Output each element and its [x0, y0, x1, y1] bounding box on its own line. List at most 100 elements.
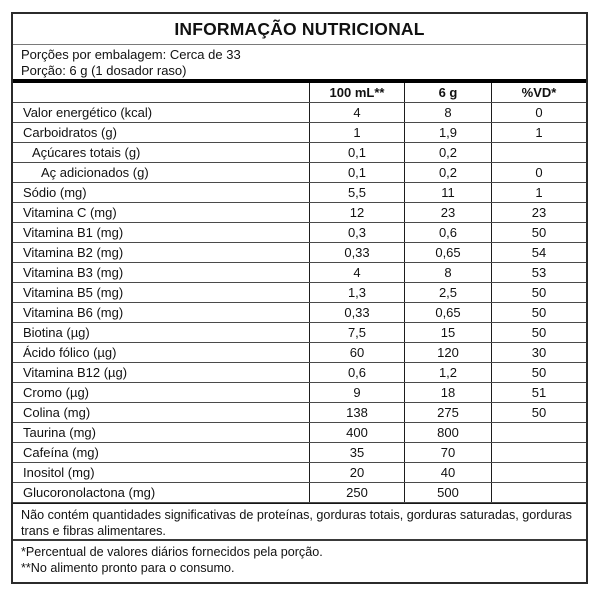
nutrient-name: Valor energético (kcal)	[23, 105, 153, 120]
value-6g: 120	[404, 343, 491, 362]
value-vd: 1	[491, 183, 586, 202]
nutrient-row: Vitamina B6 (mg) 0,33 0,65 50	[13, 303, 586, 323]
value-6g: 0,6	[404, 223, 491, 242]
nutrient-row: Carboidratos (g) 1 1,9 1	[13, 123, 586, 143]
nutrient-row: Vitamina B2 (mg) 0,33 0,65 54	[13, 243, 586, 263]
nutrient-name: Vitamina B2 (mg)	[23, 245, 124, 260]
value-vd: 0	[491, 103, 586, 122]
value-6g: 0,65	[404, 243, 491, 262]
thick-divider	[13, 79, 586, 83]
value-100ml: 0,1	[309, 143, 404, 162]
footnote-daily-values: *Percentual de valores diários fornecido…	[21, 545, 323, 559]
value-vd: 30	[491, 343, 586, 362]
nutrient-row: Cromo (µg) 9 18 51	[13, 383, 586, 403]
nutrient-name: Aç adicionados (g)	[41, 165, 149, 180]
nutrient-name: Glucoronolactona (mg)	[23, 485, 156, 500]
nutrition-label: INFORMAÇÃO NUTRICIONAL Porções por embal…	[11, 12, 588, 584]
value-6g: 40	[404, 463, 491, 482]
nutrient-name: Colina (mg)	[23, 405, 91, 420]
value-100ml: 9	[309, 383, 404, 402]
value-6g: 23	[404, 203, 491, 222]
value-6g: 500	[404, 483, 491, 502]
nutrient-row: Glucoronolactona (mg) 250 500	[13, 483, 586, 503]
value-6g: 15	[404, 323, 491, 342]
value-vd: 50	[491, 303, 586, 322]
value-6g: 0,65	[404, 303, 491, 322]
value-100ml: 0,1	[309, 163, 404, 182]
nutrient-row: Vitamina B12 (µg) 0,6 1,2 50	[13, 363, 586, 383]
nutrient-row: Vitamina B1 (mg) 0,3 0,6 50	[13, 223, 586, 243]
value-6g: 8	[404, 263, 491, 282]
value-vd	[491, 423, 586, 442]
no-significant-amounts-note: Não contém quantidades significativas de…	[13, 504, 586, 541]
nutrient-name: Vitamina B12 (µg)	[23, 365, 128, 380]
value-100ml: 0,3	[309, 223, 404, 242]
value-vd: 50	[491, 403, 586, 422]
value-vd: 50	[491, 363, 586, 382]
nutrient-row: Valor energético (kcal) 4 8 0	[13, 103, 586, 123]
nutrient-name: Vitamina B1 (mg)	[23, 225, 124, 240]
value-6g: 8	[404, 103, 491, 122]
column-header-nutrient	[13, 83, 309, 102]
value-6g: 70	[404, 443, 491, 462]
table-header-row: 100 mL** 6 g %VD*	[13, 83, 586, 103]
value-6g: 275	[404, 403, 491, 422]
nutrient-row: Colina (mg) 138 275 50	[13, 403, 586, 423]
value-100ml: 60	[309, 343, 404, 362]
nutrient-name: Sódio (mg)	[23, 185, 87, 200]
value-100ml: 1,3	[309, 283, 404, 302]
value-vd	[491, 463, 586, 482]
value-6g: 1,9	[404, 123, 491, 142]
column-header-vd: %VD*	[491, 83, 586, 102]
value-vd	[491, 483, 586, 502]
value-100ml: 12	[309, 203, 404, 222]
nutrient-row: Vitamina C (mg) 12 23 23	[13, 203, 586, 223]
nutrient-name: Biotina (µg)	[23, 325, 90, 340]
value-100ml: 0,33	[309, 243, 404, 262]
value-vd: 51	[491, 383, 586, 402]
value-vd: 53	[491, 263, 586, 282]
value-6g: 800	[404, 423, 491, 442]
nutrient-row: Aç adicionados (g) 0,1 0,2 0	[13, 163, 586, 183]
nutrient-row: Vitamina B3 (mg) 4 8 53	[13, 263, 586, 283]
value-vd	[491, 443, 586, 462]
nutrient-name: Carboidratos (g)	[23, 125, 117, 140]
value-100ml: 1	[309, 123, 404, 142]
nutrient-name: Inositol (mg)	[23, 465, 95, 480]
column-header-6g: 6 g	[404, 83, 491, 102]
servings-per-package: Porções por embalagem: Cerca de 33	[21, 47, 241, 62]
value-100ml: 250	[309, 483, 404, 502]
value-vd	[491, 143, 586, 162]
footnote-ready-to-consume: **No alimento pronto para o consumo.	[21, 560, 235, 575]
nutrient-name: Açúcares totais (g)	[32, 145, 141, 160]
nutrient-name: Cafeína (mg)	[23, 445, 99, 460]
nutrient-name: Vitamina B6 (mg)	[23, 305, 124, 320]
serving-size: Porção: 6 g (1 dosador raso)	[21, 63, 187, 78]
nutrient-name: Vitamina C (mg)	[23, 205, 117, 220]
value-100ml: 7,5	[309, 323, 404, 342]
label-title: INFORMAÇÃO NUTRICIONAL	[13, 14, 586, 45]
value-6g: 11	[404, 183, 491, 202]
value-vd: 0	[491, 163, 586, 182]
nutrient-row: Cafeína (mg) 35 70	[13, 443, 586, 463]
nutrient-row: Biotina (µg) 7,5 15 50	[13, 323, 586, 343]
nutrient-name: Vitamina B5 (mg)	[23, 285, 124, 300]
serving-info: Porções por embalagem: Cerca de 33 Porçã…	[13, 45, 586, 79]
value-100ml: 4	[309, 103, 404, 122]
nutrient-row: Açúcares totais (g) 0,1 0,2	[13, 143, 586, 163]
value-6g: 0,2	[404, 163, 491, 182]
nutrient-name: Vitamina B3 (mg)	[23, 265, 124, 280]
nutrient-row: Ácido fólico (µg) 60 120 30	[13, 343, 586, 363]
value-vd: 50	[491, 323, 586, 342]
value-100ml: 4	[309, 263, 404, 282]
nutrient-name: Ácido fólico (µg)	[23, 345, 117, 360]
column-header-100ml: 100 mL**	[309, 83, 404, 102]
value-100ml: 0,6	[309, 363, 404, 382]
value-vd: 1	[491, 123, 586, 142]
value-6g: 1,2	[404, 363, 491, 382]
table-body: Valor energético (kcal) 4 8 0 Carboidrat…	[13, 103, 586, 504]
value-6g: 2,5	[404, 283, 491, 302]
nutrient-row: Inositol (mg) 20 40	[13, 463, 586, 483]
value-100ml: 35	[309, 443, 404, 462]
value-vd: 23	[491, 203, 586, 222]
